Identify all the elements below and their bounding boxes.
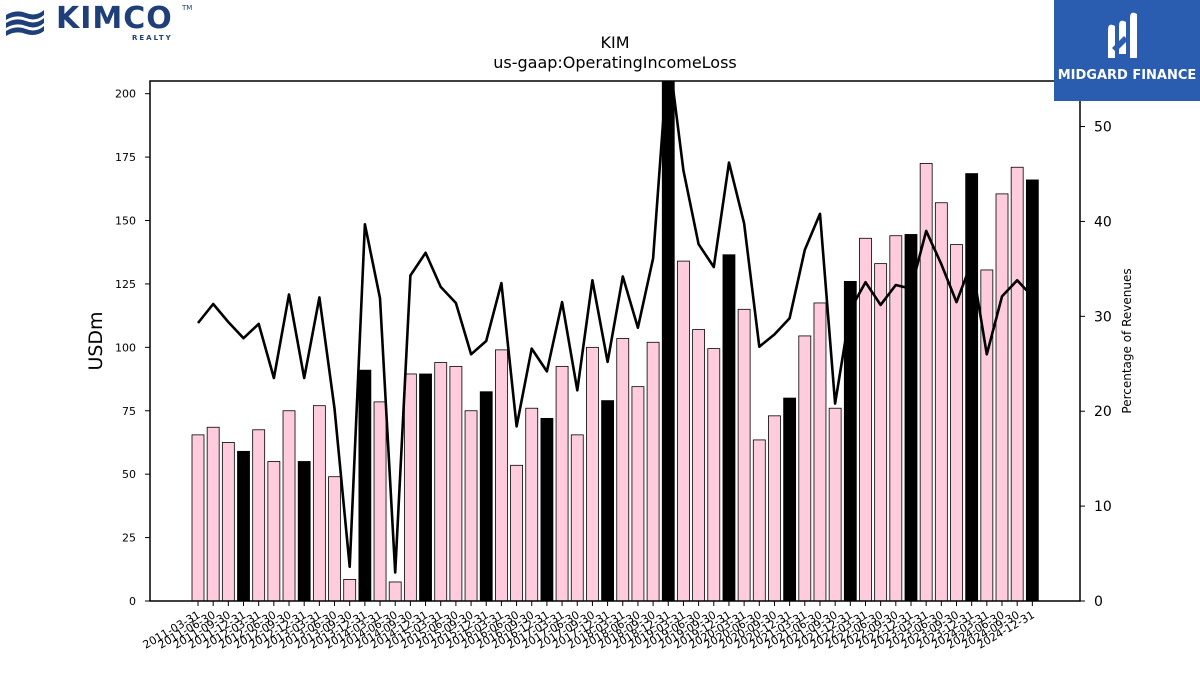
chart-title: KIM <box>600 33 629 52</box>
y2-axis-label: Percentage of Revenues <box>1120 268 1134 413</box>
bar-2018-03-31 <box>616 338 630 601</box>
bar-2024-03-31 <box>980 269 994 601</box>
line-group <box>196 81 1034 574</box>
kimco-sub-text: REALTY <box>132 34 173 42</box>
bar-2021-12-31 <box>843 280 857 601</box>
y-axis-right: 0 10 20 30 40 50 <box>1080 120 1112 610</box>
bar-2023-06-30 <box>934 202 948 601</box>
bar-2017-06-30 <box>570 434 584 601</box>
bar-2014-06-30 <box>388 581 402 601</box>
bar-2019-06-30 <box>692 329 706 601</box>
bar-2022-03-31 <box>859 237 872 601</box>
bar-2022-12-31 <box>904 234 918 601</box>
midgard-finance-logo: MIDGARD FINANCE <box>1054 0 1200 101</box>
bar-2016-12-31 <box>540 417 554 601</box>
y2-tick-label: 30 <box>1094 309 1112 325</box>
bar-2024-06-30 <box>995 193 1009 601</box>
y2-tick-label: 50 <box>1094 120 1112 136</box>
percentage-line <box>196 81 1034 574</box>
y-axis-label: USDm <box>85 311 107 370</box>
bar-2023-12-31 <box>965 173 979 601</box>
y-tick-label: 50 <box>122 468 136 481</box>
bar-2020-06-30 <box>752 439 766 601</box>
bar-2015-03-31 <box>434 362 448 601</box>
y2-tick-label: 20 <box>1094 404 1112 420</box>
y-tick-label: 100 <box>115 341 136 354</box>
bar-2021-06-30 <box>813 302 827 601</box>
kimco-logo: KIMCO TM REALTY <box>4 2 194 44</box>
bar-2013-09-30 <box>343 579 357 601</box>
bar-2015-06-30 <box>449 365 463 601</box>
bar-2023-09-30 <box>950 244 963 601</box>
y-tick-label: 125 <box>115 278 136 291</box>
bar-2011-03-31 <box>191 434 205 601</box>
bar-2015-09-30 <box>464 410 478 601</box>
bar-2013-06-30 <box>328 476 341 601</box>
x-axis: 2011-03-312011-06-302011-09-302011-12-31… <box>141 601 1037 652</box>
bar-2018-06-30 <box>631 386 645 601</box>
bar-2019-09-30 <box>707 348 721 601</box>
bar-2021-03-31 <box>798 335 812 601</box>
bar-2018-09-30 <box>646 341 660 601</box>
bar-2020-03-31 <box>737 308 751 601</box>
bar-2016-09-30 <box>525 407 539 601</box>
y2-tick-label: 0 <box>1094 594 1103 610</box>
kimco-wave-icon <box>6 10 44 36</box>
y-tick-label: 200 <box>115 88 136 101</box>
bar-2012-06-30 <box>267 461 281 601</box>
bar-2022-06-30 <box>874 263 888 601</box>
bar-2019-03-31 <box>677 260 690 601</box>
bar-2014-09-30 <box>403 373 417 601</box>
bar-2013-12-31 <box>358 369 372 601</box>
chart-subtitle: us-gaap:OperatingIncomeLoss <box>493 53 737 72</box>
y2-tick-label: 40 <box>1094 214 1112 230</box>
bar-2013-03-31 <box>312 405 326 601</box>
bar-2021-09-30 <box>828 407 842 601</box>
bar-2020-09-30 <box>768 415 781 601</box>
kimco-brand-text: KIMCO <box>56 1 173 36</box>
midgard-m-icon <box>1108 12 1137 59</box>
bar-2017-12-31 <box>601 400 614 601</box>
bar-2011-09-30 <box>221 442 235 601</box>
bar-2012-03-31 <box>252 429 266 601</box>
bar-2014-03-31 <box>373 401 387 601</box>
bar-2018-12-31 <box>661 81 675 601</box>
bars-group <box>191 81 1039 601</box>
bar-2016-03-31 <box>494 349 508 601</box>
bar-2011-12-31 <box>237 450 250 601</box>
y-tick-label: 150 <box>115 215 136 228</box>
bar-2024-09-30 <box>1010 166 1024 601</box>
y-tick-label: 175 <box>115 151 136 164</box>
bar-2011-06-30 <box>206 426 220 601</box>
bar-2019-12-31 <box>722 254 736 601</box>
plot-frame <box>149 80 1081 602</box>
y-axis-left: 0 25 50 75 100 125 150 175 200 <box>115 88 150 608</box>
kimco-trademark: TM <box>182 4 193 12</box>
y2-tick-label: 10 <box>1094 499 1112 515</box>
y-tick-label: 25 <box>122 532 136 545</box>
bar-2016-06-30 <box>510 464 523 601</box>
y-tick-label: 0 <box>129 595 136 608</box>
bar-2012-09-30 <box>282 410 296 601</box>
bar-2015-12-31 <box>479 391 493 601</box>
bar-2024-12-31 <box>1025 179 1039 601</box>
bar-2023-03-31 <box>919 163 933 601</box>
bar-2020-12-31 <box>783 397 797 601</box>
bar-2017-09-30 <box>586 346 599 601</box>
bar-2014-12-31 <box>419 373 432 601</box>
bar-2012-12-31 <box>297 461 311 601</box>
y-tick-label: 75 <box>122 405 136 418</box>
bar-2017-03-31 <box>555 365 569 601</box>
midgard-brand-text: MIDGARD FINANCE <box>1057 68 1197 83</box>
